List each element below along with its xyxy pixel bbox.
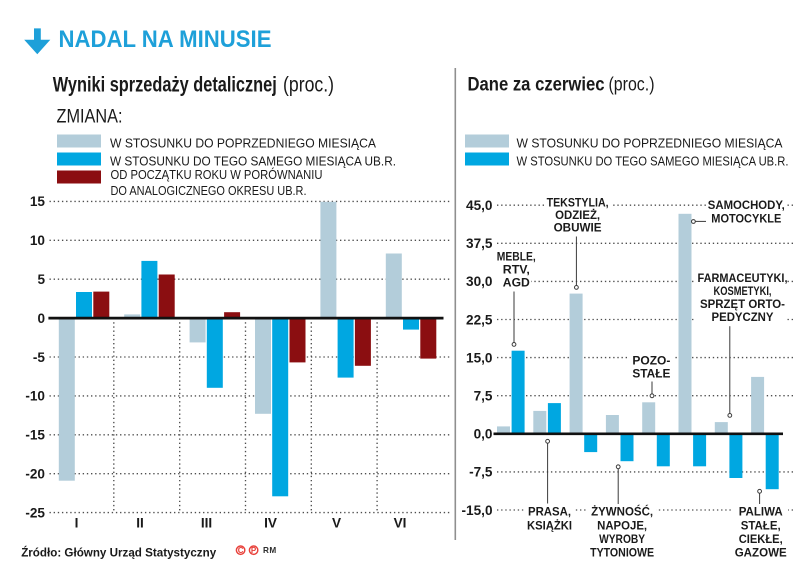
svg-text:SPRZĘT ORTO-: SPRZĘT ORTO- [700,297,785,311]
svg-text:-10: -10 [25,389,45,404]
svg-text:I: I [75,516,79,531]
svg-text:AGD: AGD [503,276,530,290]
svg-text:DO ANALOGICZNEGO OKRESU UB.R.: DO ANALOGICZNEGO OKRESU UB.R. [111,183,307,198]
svg-text:15: 15 [30,194,46,209]
svg-text:10: 10 [30,233,45,248]
svg-text:-25: -25 [25,505,45,520]
svg-text:37,5: 37,5 [466,236,493,251]
svg-text:-15,0: -15,0 [462,503,493,518]
svg-text:V: V [332,516,341,531]
svg-text:-20: -20 [25,467,45,482]
svg-text:STAŁE,: STAŁE, [741,519,781,533]
svg-text:-15: -15 [25,428,45,443]
svg-text:MOTOCYKLE: MOTOCYKLE [711,211,781,225]
svg-text:SAMOCHODY,: SAMOCHODY, [708,198,785,212]
svg-text:7,5: 7,5 [474,389,493,404]
svg-text:GAZOWE: GAZOWE [735,546,787,560]
svg-text:TEKSTYLIA,: TEKSTYLIA, [547,195,609,209]
svg-text:VI: VI [394,516,407,531]
svg-text:0: 0 [37,311,45,326]
svg-text:PRASA,: PRASA, [528,504,571,518]
svg-text:C: C [238,546,244,555]
svg-text:0,0: 0,0 [474,427,493,442]
svg-text:ZMIANA:: ZMIANA: [57,107,123,128]
svg-text:5: 5 [37,272,45,287]
svg-text:POZO-: POZO- [632,353,670,367]
svg-text:NADAL NA MINUSIE: NADAL NA MINUSIE [59,26,272,53]
svg-text:FARMACEUTYKI,: FARMACEUTYKI, [698,271,788,285]
svg-text:WYROBY: WYROBY [599,532,645,546]
svg-text:(proc.): (proc.) [609,73,655,95]
svg-text:-5: -5 [33,350,46,365]
svg-text:W STOSUNKU DO TEGO SAMEGO MIES: W STOSUNKU DO TEGO SAMEGO MIESIĄCA UB.R. [110,153,396,168]
svg-text:ŻYWNOŚĆ,: ŻYWNOŚĆ, [591,504,653,519]
svg-text:W STOSUNKU DO POPRZEDNIEGO MIE: W STOSUNKU DO POPRZEDNIEGO MIESIĄCA [110,135,376,150]
svg-text:KOSMETYKI,: KOSMETYKI, [714,284,772,298]
svg-text:W STOSUNKU DO POPRZEDNIEGO MIE: W STOSUNKU DO POPRZEDNIEGO MIESIĄCA [517,135,783,150]
svg-text:II: II [136,516,144,531]
svg-text:22,5: 22,5 [466,312,493,327]
svg-text:IV: IV [264,516,277,531]
svg-text:TYTONIOWE: TYTONIOWE [590,546,654,560]
svg-text:ODZIEŻ,: ODZIEŻ, [555,207,600,222]
svg-text:OD POCZĄTKU ROKU W PORÓWNANIU: OD POCZĄTKU ROKU W PORÓWNANIU [111,167,323,182]
svg-text:Źródło: Główny Urząd Statystyc: Źródło: Główny Urząd Statystyczny [21,544,216,559]
svg-text:(proc.): (proc.) [283,73,334,96]
svg-text:15,0: 15,0 [466,350,492,365]
svg-text:RM: RM [263,546,277,555]
svg-text:CIEKŁE,: CIEKŁE, [739,532,783,546]
svg-text:P: P [251,546,257,555]
svg-text:PALIWA: PALIWA [739,504,783,518]
svg-text:STAŁE: STAŁE [632,366,670,380]
svg-text:30,0: 30,0 [466,274,492,289]
svg-text:NAPOJE,: NAPOJE, [597,519,647,533]
svg-text:RTV,: RTV, [503,263,530,277]
svg-text:Wyniki sprzedaży detalicznej: Wyniki sprzedaży detalicznej [53,73,277,96]
svg-text:Dane za czerwiec: Dane za czerwiec [468,73,605,95]
svg-text:-7,5: -7,5 [469,465,493,480]
svg-text:PEDYCZNY: PEDYCZNY [712,310,774,324]
svg-text:OBUWIE: OBUWIE [554,221,602,235]
svg-text:W STOSUNKU DO TEGO SAMEGO MIES: W STOSUNKU DO TEGO SAMEGO MIESIĄCA UB.R. [517,153,789,168]
svg-text:MEBLE,: MEBLE, [497,250,536,264]
svg-text:KSIĄŻKI: KSIĄŻKI [527,518,572,533]
svg-text:45,0: 45,0 [466,198,492,213]
svg-text:III: III [201,516,212,531]
